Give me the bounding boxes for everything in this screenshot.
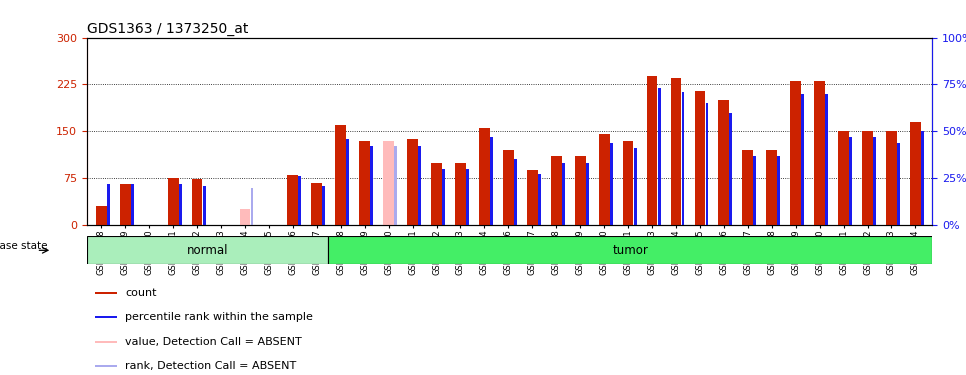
Bar [778,156,781,225]
Text: count: count [125,288,156,298]
Bar [394,146,397,225]
Bar [538,174,541,225]
Bar [408,140,418,225]
Bar [849,137,852,225]
Bar [311,183,323,225]
Bar [442,169,445,225]
Bar [646,76,658,225]
Bar [96,365,117,367]
Bar [862,131,873,225]
Bar [191,179,203,225]
Bar [562,163,565,225]
Text: value, Detection Call = ABSENT: value, Detection Call = ABSENT [125,337,301,346]
Bar [670,78,681,225]
Text: GDS1363 / 1373250_at: GDS1363 / 1373250_at [87,22,248,36]
Bar [288,175,298,225]
Bar [623,141,634,225]
Bar [719,100,729,225]
Text: rank, Detection Call = ABSENT: rank, Detection Call = ABSENT [125,361,297,371]
Bar [96,206,106,225]
Text: percentile rank within the sample: percentile rank within the sample [125,312,313,322]
Bar [658,88,661,225]
Bar [490,137,493,225]
Bar [96,292,117,294]
Bar [695,91,705,225]
Bar [96,340,117,343]
Bar [790,81,801,225]
Bar [585,163,588,225]
Bar [575,156,585,225]
Bar [551,156,561,225]
Bar [753,156,756,225]
Bar [384,141,394,225]
Bar [729,112,732,225]
Text: normal: normal [187,244,228,257]
Bar [526,170,538,225]
Bar [130,184,133,225]
Bar [503,150,514,225]
Bar [168,178,179,225]
Text: disease state: disease state [0,241,48,251]
Bar [814,81,825,225]
Text: tumor: tumor [612,244,648,257]
Bar [682,92,685,225]
Bar [743,150,753,225]
Bar [107,184,110,225]
Bar [370,146,373,225]
Bar [418,146,421,225]
Bar [766,150,778,225]
Bar [203,186,206,225]
Bar [359,141,370,225]
Bar [96,316,117,318]
Bar [467,169,469,225]
Bar [634,148,637,225]
Bar [431,162,441,225]
Bar [873,137,876,225]
Bar [910,122,921,225]
Bar [921,131,923,225]
Bar [323,186,326,225]
Bar [825,94,828,225]
Bar [455,162,466,225]
Bar [705,103,708,225]
Bar [87,236,328,264]
Bar [802,94,805,225]
Bar [479,128,490,225]
Bar [328,236,932,264]
Bar [838,131,849,225]
Bar [610,142,612,225]
Bar [120,184,130,225]
Bar [886,131,896,225]
Bar [514,159,517,225]
Bar [599,134,610,225]
Bar [347,139,350,225]
Bar [179,184,182,225]
Bar [250,188,253,225]
Bar [335,125,346,225]
Bar [240,209,250,225]
Bar [298,176,301,225]
Bar [897,142,900,225]
